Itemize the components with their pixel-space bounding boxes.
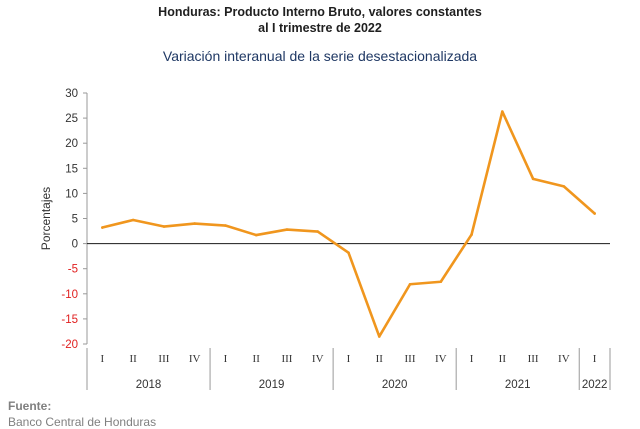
data-point xyxy=(316,230,320,233)
y-tick-label: 30 xyxy=(65,88,78,100)
chart-title-line-1: Honduras: Producto Interno Bruto, valore… xyxy=(158,5,482,19)
data-point xyxy=(531,177,535,181)
x-tick-label: III xyxy=(158,353,169,365)
y-tick-label: -10 xyxy=(61,289,78,301)
chart-subtitle: Variación interanual de la serie desesta… xyxy=(162,48,478,64)
year-label: 2021 xyxy=(505,379,531,391)
y-tick-label: -5 xyxy=(68,264,78,276)
x-tick-label: I xyxy=(347,353,351,365)
y-tick-label: -15 xyxy=(61,314,78,326)
x-tick-label: IV xyxy=(189,353,201,365)
x-tick-label: I xyxy=(593,353,597,365)
chart-title-line-2: al I trimestre de 2022 xyxy=(258,21,382,35)
x-tick-label: I xyxy=(101,353,105,365)
y-tick-label: -20 xyxy=(61,339,78,351)
y-tick-label: 25 xyxy=(65,113,78,125)
data-point xyxy=(593,212,596,215)
data-point xyxy=(470,233,473,236)
x-tick-label: IV xyxy=(312,353,324,365)
data-point xyxy=(439,280,443,284)
data-point xyxy=(131,218,135,222)
data-point xyxy=(101,226,104,229)
data-point xyxy=(377,335,381,338)
x-tick-label: II xyxy=(499,353,507,365)
y-tick-label: 15 xyxy=(65,163,78,175)
data-point xyxy=(501,110,504,113)
year-label: 2022 xyxy=(582,379,608,391)
x-tick-label: II xyxy=(376,353,384,365)
year-label: 2020 xyxy=(382,379,408,391)
data-point xyxy=(347,251,350,254)
y-tick-label: 10 xyxy=(65,188,78,200)
data-point xyxy=(285,228,289,231)
series-line xyxy=(101,110,596,338)
data-point xyxy=(254,233,258,237)
x-tick-label: II xyxy=(253,353,261,365)
x-tick-label: IV xyxy=(558,353,570,365)
data-point xyxy=(408,282,412,286)
year-label: 2018 xyxy=(136,379,162,391)
x-tick-label: III xyxy=(405,353,416,365)
y-tick-label: 5 xyxy=(72,214,78,226)
data-point xyxy=(562,185,566,188)
data-point xyxy=(193,222,196,225)
year-label: 2019 xyxy=(259,379,285,391)
source-text: Banco Central de Honduras xyxy=(8,415,157,429)
y-axis-title: Porcentajes xyxy=(39,187,53,250)
data-point xyxy=(224,224,227,227)
x-tick-label: III xyxy=(528,353,539,365)
data-point xyxy=(162,225,166,228)
y-tick-label: 20 xyxy=(65,138,78,150)
x-tick-label: II xyxy=(129,353,137,365)
x-tick-label: I xyxy=(470,353,474,365)
x-tick-label: I xyxy=(224,353,228,365)
x-tick-label: III xyxy=(281,353,292,365)
x-tick-label: IV xyxy=(435,353,447,365)
source-label: Fuente: xyxy=(8,399,52,413)
y-tick-label: 0 xyxy=(72,239,78,251)
